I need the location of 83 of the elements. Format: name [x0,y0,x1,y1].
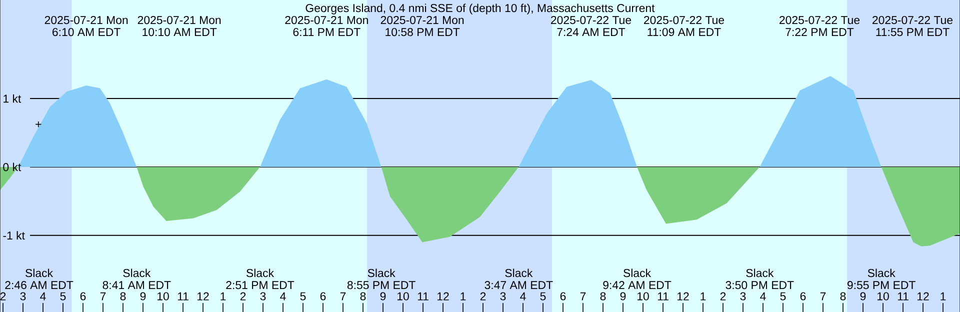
annotation: 11:09 AM EDT [648,28,721,36]
x-tick-label: 2 [240,292,246,300]
x-tick-label: 7 [820,292,826,300]
x-tick-label: 1 [460,292,466,300]
x-tick-label: 11 [658,292,668,300]
x-tick-label: 1 [220,292,226,300]
x-tick-label: 6 [800,292,806,300]
x-tick-label: 7 [100,292,106,300]
annotation: 9:55 PM EDT [847,281,916,290]
x-tick-label: 12 [438,292,449,300]
annotation: + [36,121,42,128]
annotation: Slack [123,268,151,278]
annotation: 2025-07-21 Mon [44,16,128,24]
x-tick-label: 4 [760,292,766,300]
annotation: Slack [746,268,774,278]
x-tick-label: 9 [380,292,386,300]
x-tick-label: 5 [60,292,66,300]
annotation: 2025-07-21 Mon [380,16,464,24]
annotation: 6:10 AM EDT [52,28,120,36]
x-tick-label: 10 [878,292,889,300]
annotation: Slack [505,268,533,278]
annotation: Slack [26,268,54,278]
x-tick-label: 3 [20,292,26,300]
annotation: 2025-07-22 Tue [872,16,953,24]
x-tick-label: 3 [500,292,506,300]
x-tick-label: 8 [360,292,366,300]
y-tick-label: -1 kt [3,231,25,240]
x-tick-label: 8 [120,292,126,300]
x-tick-label: 4 [520,292,526,300]
annotation: 6:11 PM EDT [293,28,360,36]
x-tick-label: 11 [898,292,908,300]
annotation: 10:10 AM EDT [142,28,217,36]
x-tick-label: 10 [158,292,169,300]
annotation: 2025-07-22 Tue [780,16,860,24]
annotation: Slack [368,268,396,278]
annotation: Slack [624,268,652,278]
annotation: Slack [246,268,274,278]
x-tick-label: 9 [140,292,146,300]
x-tick-label: 5 [540,292,546,300]
annotation: 11:55 PM EDT [876,28,950,36]
chart-title: Georges Island, 0.4 nmi SSE of (depth 10 ft), Massachusetts Current [306,4,655,14]
x-tick-label: 6 [560,292,566,300]
annotation: 9:42 AM EDT [603,281,672,290]
x-tick-label: 6 [320,292,326,300]
x-tick-label: 9 [620,292,626,300]
annotation: 3:47 AM EDT [484,281,553,290]
annotation: 8:41 AM EDT [102,281,171,290]
annotation: 2:51 PM EDT [226,281,294,290]
annotation: 7:24 AM EDT [557,28,626,36]
x-tick-label: 11 [178,292,188,300]
annotation: 2025-07-21 Mon [285,16,368,24]
x-tick-label: 2 [720,292,726,300]
x-tick-label: 10 [398,292,409,300]
x-tick-label: 12 [198,292,209,300]
x-tick-label: 8 [600,292,606,300]
x-tick-label: 3 [260,292,266,300]
x-tick-label: 1 [700,292,706,300]
x-tick-label: 4 [280,292,286,300]
x-tick-label: 7 [580,292,586,300]
x-tick-label: 5 [300,292,306,300]
x-tick-label: 3 [740,292,746,300]
x-tick-label: 4 [40,292,46,300]
x-tick-label: 1 [940,292,946,300]
x-tick-label: 12 [678,292,689,300]
x-tick-label: 9 [860,292,866,300]
x-tick-label: 12 [918,292,929,300]
x-tick-label: 5 [780,292,786,300]
annotation: 8:55 PM EDT [347,281,416,290]
annotation: 3:50 PM EDT [726,281,794,290]
annotation: 2025-07-22 Tue [644,16,724,24]
x-tick-label: 2 [480,292,486,300]
y-tick-label: 1 kt [4,94,22,103]
annotation: 2:46 AM EDT [5,281,74,290]
x-tick-label: 7 [340,292,346,300]
x-tick-label: 11 [418,292,428,300]
x-tick-label: 8 [840,292,846,300]
annotation: 2025-07-21 Mon [138,16,221,24]
annotation: 2025-07-22 Tue [551,16,632,24]
x-tick-label: 10 [638,292,649,300]
annotation: 10:58 PM EDT [386,28,460,36]
x-tick-label: 6 [80,292,86,300]
annotation: 7:22 PM EDT [786,28,854,36]
annotation: Slack [868,268,896,278]
